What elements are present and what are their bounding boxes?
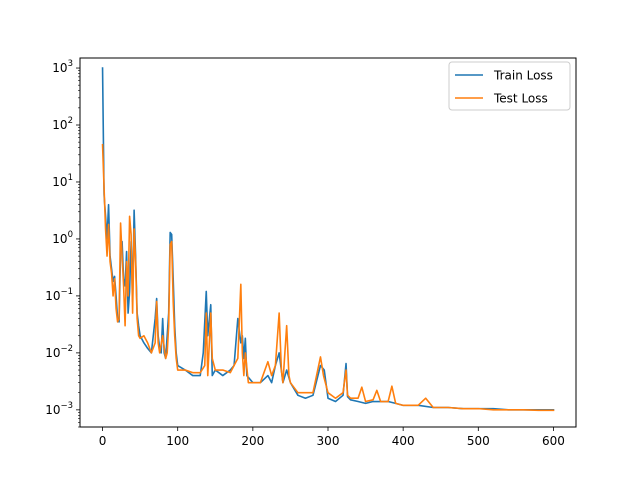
x-axis: 0 100 200 300 400 500 600	[99, 427, 565, 448]
x-tick-label: 200	[241, 434, 264, 448]
plot-area-frame	[79, 57, 577, 428]
x-tick-label: 400	[392, 434, 415, 448]
x-tick-label: 500	[467, 434, 490, 448]
x-tick-label: 300	[317, 434, 340, 448]
series-line-test-loss	[101, 143, 555, 412]
y-tick-label: 10−1	[45, 287, 73, 303]
y-tick-label: 10−2	[45, 344, 73, 360]
y-tick-label: 102	[52, 116, 73, 132]
legend-label-train-loss: Train Loss	[493, 69, 553, 83]
y-tick-label: 101	[52, 173, 73, 189]
legend-label-test-loss: Test Loss	[493, 92, 548, 106]
legend: Train Loss Test Loss	[448, 61, 571, 111]
series-layer	[101, 67, 555, 412]
y-tick-label: 103	[52, 59, 73, 75]
x-tick-label: 100	[166, 434, 189, 448]
y-tick-label: 10−3	[45, 401, 73, 417]
x-tick-label: 600	[542, 434, 565, 448]
x-tick-label: 0	[99, 434, 107, 448]
y-tick-label: 100	[52, 230, 73, 246]
y-axis: 10−3 10−2 10−1 100 101 102 103	[45, 59, 80, 428]
series-line-train-loss	[101, 67, 555, 411]
